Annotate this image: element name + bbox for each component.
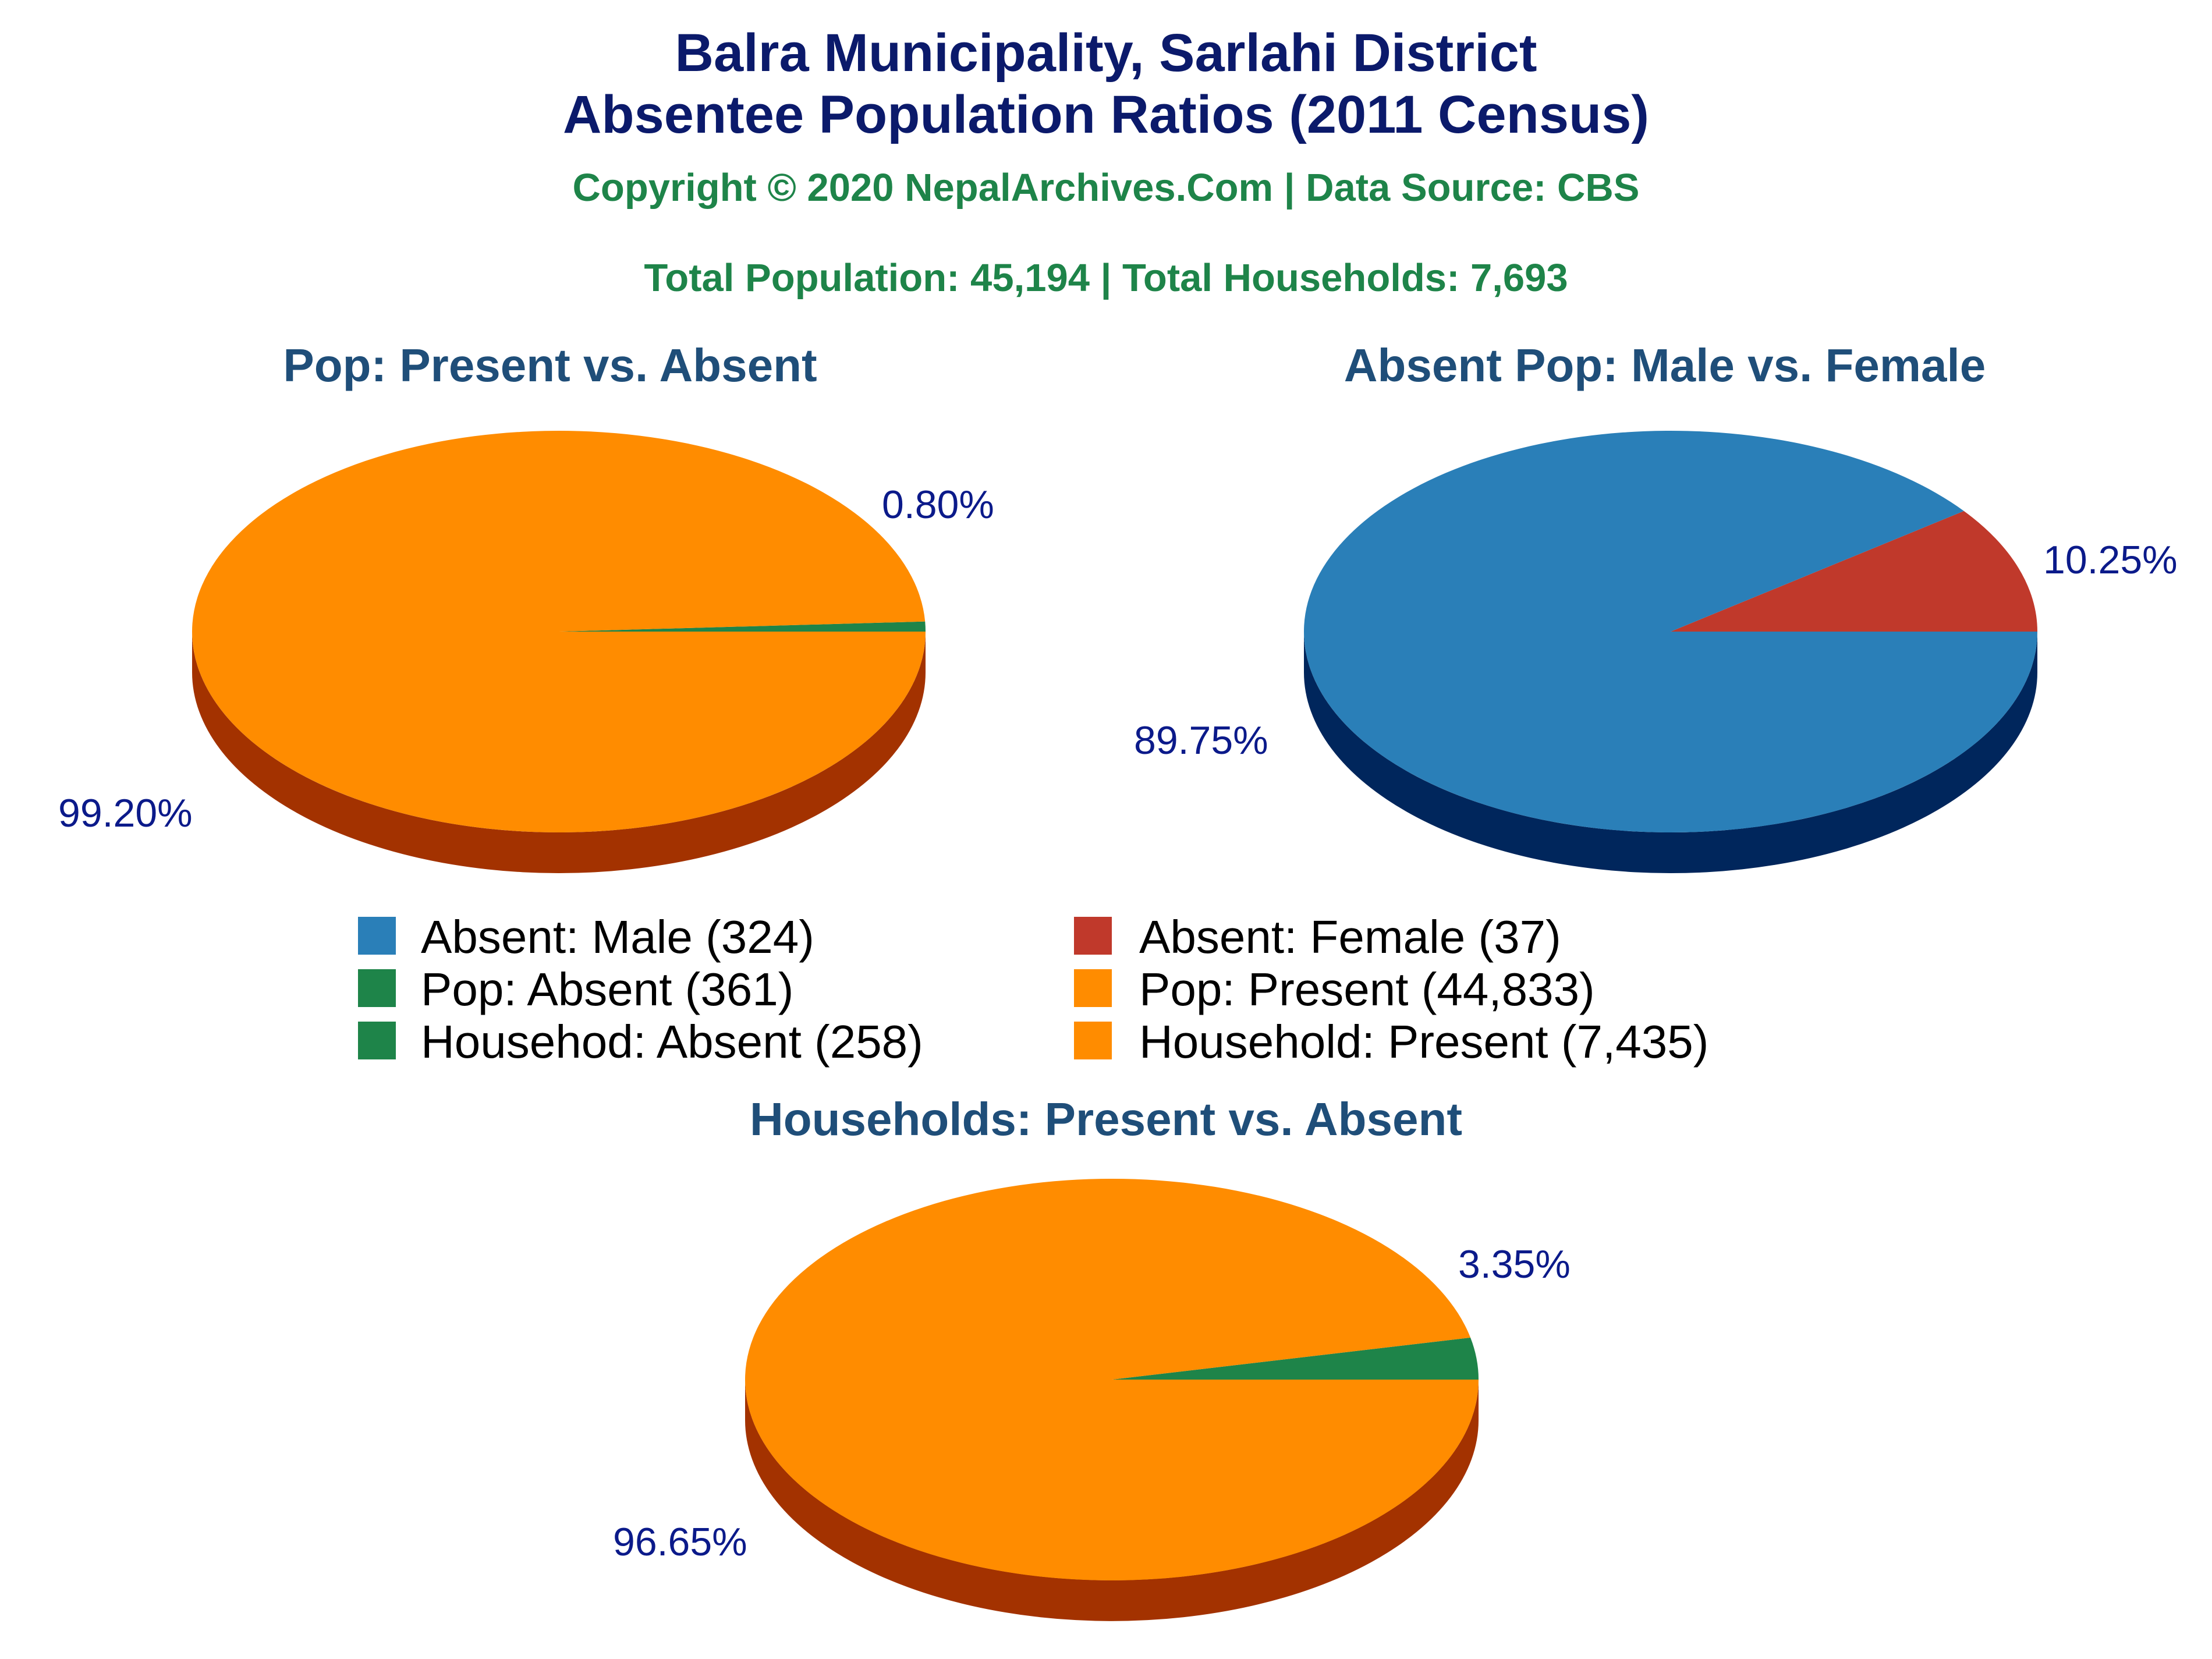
legend-label: Absent: Male (324) (421, 911, 814, 963)
pie-percent-label: 3.35% (1458, 1242, 1571, 1286)
pie-side-band (1304, 632, 2037, 873)
pie-chart-households: 3.35% 96.65% (613, 1179, 1571, 1621)
pie-slice (559, 621, 926, 632)
pie-percent-label: 96.65% (613, 1520, 747, 1564)
pie-chart-population: 0.80% 99.20% (58, 431, 994, 873)
legend-label: Househod: Absent (258) (421, 1016, 923, 1068)
legend-swatch (358, 1022, 396, 1059)
pie-percent-label: 10.25% (2043, 538, 2178, 582)
legend-swatch (1074, 1022, 1112, 1059)
pie-side-band (745, 1380, 1479, 1621)
pie2-title: Absent Pop: Male vs. Female (1344, 339, 1986, 391)
legend-swatch (1074, 917, 1112, 955)
pie-slice (192, 431, 926, 833)
pie1-title: Pop: Present vs. Absent (283, 339, 817, 391)
legend-label: Pop: Present (44,833) (1139, 963, 1595, 1015)
legend-label: Absent: Female (37) (1139, 911, 1561, 963)
legend-swatch (1074, 969, 1112, 1007)
chart-title-line2: Absentee Population Ratios (2011 Census) (563, 85, 1649, 144)
pie-slice (1112, 1337, 1479, 1380)
legend: Absent: Male (324) Absent: Female (37) P… (358, 911, 1708, 1068)
legend-swatch (358, 917, 396, 955)
legend-swatch (358, 969, 396, 1007)
legend-label: Household: Present (7,435) (1139, 1016, 1708, 1068)
pie-percent-label: 89.75% (1134, 718, 1268, 763)
pie-slice (1671, 511, 2037, 632)
chart-title-line1: Balra Municipality, Sarlahi District (675, 23, 1537, 83)
pie-chart-absent-gender: 10.25% 89.75% (1134, 431, 2178, 873)
pie-percent-label: 99.20% (58, 791, 193, 835)
totals-text: Total Population: 45,194 | Total Househo… (644, 256, 1568, 300)
pie-side-band (192, 632, 926, 873)
pie-percent-label: 0.80% (882, 483, 994, 527)
copyright-text: Copyright © 2020 NepalArchives.Com | Dat… (573, 166, 1640, 210)
pie-slice (745, 1179, 1479, 1580)
pie-slice (1304, 431, 2037, 833)
legend-label: Pop: Absent (361) (421, 963, 793, 1015)
pie3-title: Households: Present vs. Absent (750, 1093, 1462, 1145)
